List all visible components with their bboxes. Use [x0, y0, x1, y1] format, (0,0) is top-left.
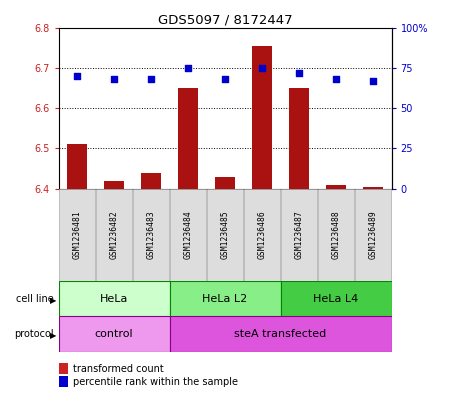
FancyBboxPatch shape — [96, 189, 132, 281]
Text: percentile rank within the sample: percentile rank within the sample — [73, 376, 238, 387]
FancyBboxPatch shape — [355, 189, 391, 281]
Text: HeLa L4: HeLa L4 — [313, 294, 359, 304]
Text: GSM1236489: GSM1236489 — [369, 210, 378, 259]
Text: GSM1236488: GSM1236488 — [332, 210, 341, 259]
Point — [73, 73, 81, 79]
Text: protocol: protocol — [14, 329, 54, 339]
Text: steA transfected: steA transfected — [234, 329, 327, 339]
Text: GSM1236482: GSM1236482 — [109, 210, 118, 259]
Point — [295, 70, 302, 76]
Point — [148, 76, 155, 82]
Text: GSM1236487: GSM1236487 — [294, 210, 303, 259]
Text: GDS5097 / 8172447: GDS5097 / 8172447 — [158, 14, 292, 27]
Bar — [178, 88, 198, 189]
FancyBboxPatch shape — [281, 189, 317, 281]
Bar — [215, 176, 235, 189]
Bar — [252, 46, 272, 189]
Text: control: control — [94, 329, 133, 339]
FancyBboxPatch shape — [59, 189, 95, 281]
Bar — [363, 187, 383, 189]
FancyBboxPatch shape — [58, 316, 170, 352]
FancyBboxPatch shape — [280, 281, 392, 316]
FancyBboxPatch shape — [207, 189, 243, 281]
Bar — [326, 185, 346, 189]
Text: GSM1236483: GSM1236483 — [147, 210, 156, 259]
FancyBboxPatch shape — [58, 281, 170, 316]
Point — [333, 76, 340, 82]
FancyBboxPatch shape — [133, 189, 169, 281]
Text: GSM1236481: GSM1236481 — [72, 210, 81, 259]
Point — [369, 77, 377, 84]
Text: transformed count: transformed count — [73, 364, 164, 374]
FancyBboxPatch shape — [170, 281, 280, 316]
Bar — [104, 181, 124, 189]
Point — [221, 76, 229, 82]
Bar — [289, 88, 309, 189]
Text: ▶: ▶ — [50, 331, 56, 340]
Text: cell line: cell line — [16, 294, 54, 304]
Text: ▶: ▶ — [50, 296, 56, 305]
FancyBboxPatch shape — [318, 189, 354, 281]
Bar — [67, 144, 87, 189]
FancyBboxPatch shape — [170, 316, 392, 352]
Text: GSM1236484: GSM1236484 — [184, 210, 193, 259]
Point — [184, 64, 192, 71]
Bar — [141, 173, 161, 189]
Text: HeLa: HeLa — [100, 294, 128, 304]
Point — [110, 76, 117, 82]
FancyBboxPatch shape — [170, 189, 206, 281]
Point — [258, 64, 265, 71]
Text: GSM1236485: GSM1236485 — [220, 210, 230, 259]
FancyBboxPatch shape — [244, 189, 280, 281]
Text: GSM1236486: GSM1236486 — [257, 210, 266, 259]
Text: HeLa L2: HeLa L2 — [202, 294, 248, 304]
